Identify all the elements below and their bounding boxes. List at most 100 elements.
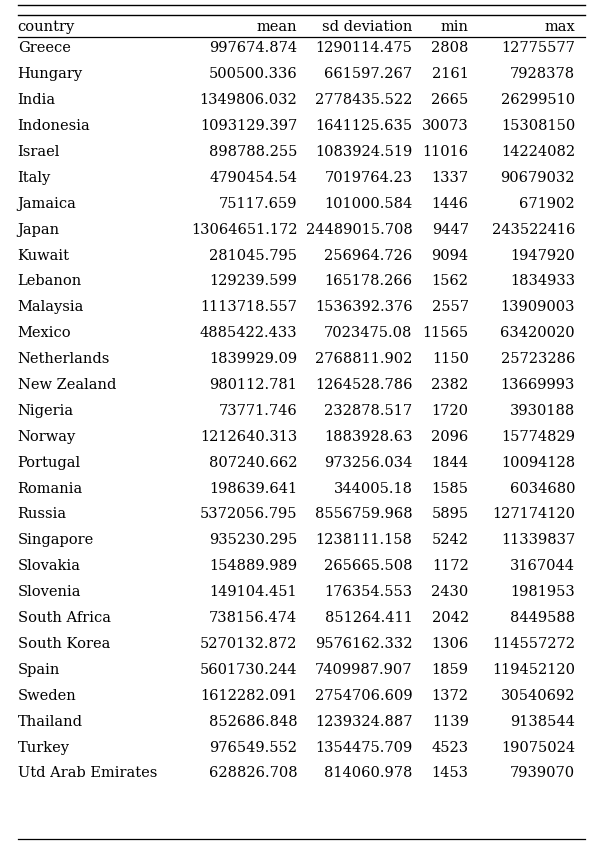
Text: 15774829: 15774829 — [501, 430, 575, 444]
Text: sd deviation: sd deviation — [322, 20, 413, 34]
Text: Thailand: Thailand — [18, 715, 83, 728]
Text: 30073: 30073 — [422, 119, 469, 133]
Text: 14224082: 14224082 — [501, 145, 575, 159]
Text: 1536392.376: 1536392.376 — [315, 301, 413, 314]
Text: 127174120: 127174120 — [492, 508, 575, 521]
Text: Spain: Spain — [18, 663, 60, 677]
Text: Japan: Japan — [18, 222, 60, 237]
Text: 852686.848: 852686.848 — [209, 715, 297, 728]
Text: 2808: 2808 — [431, 42, 469, 55]
Text: 2430: 2430 — [431, 585, 469, 599]
Text: Malaysia: Malaysia — [18, 301, 84, 314]
Text: country: country — [18, 20, 75, 34]
Text: 4523: 4523 — [431, 740, 469, 755]
Text: max: max — [544, 20, 575, 34]
Text: 973256.034: 973256.034 — [324, 456, 413, 469]
Text: 256964.726: 256964.726 — [324, 249, 413, 262]
Text: 13064651.172: 13064651.172 — [191, 222, 297, 237]
Text: 5242: 5242 — [431, 533, 469, 548]
Text: 1150: 1150 — [432, 352, 469, 366]
Text: 114557272: 114557272 — [492, 637, 575, 651]
Text: 997674.874: 997674.874 — [209, 42, 297, 55]
Text: Portugal: Portugal — [18, 456, 81, 469]
Text: 661597.267: 661597.267 — [324, 67, 413, 82]
Text: 1641125.635: 1641125.635 — [316, 119, 413, 133]
Text: 1349806.032: 1349806.032 — [200, 93, 297, 107]
Text: 7409987.907: 7409987.907 — [315, 663, 413, 677]
Text: 2557: 2557 — [431, 301, 469, 314]
Text: South Korea: South Korea — [18, 637, 110, 651]
Text: 11016: 11016 — [423, 145, 469, 159]
Text: 7939070: 7939070 — [510, 767, 575, 780]
Text: 980112.781: 980112.781 — [209, 378, 297, 392]
Text: 11565: 11565 — [423, 326, 469, 340]
Text: 281045.795: 281045.795 — [209, 249, 297, 262]
Text: 5601730.244: 5601730.244 — [200, 663, 297, 677]
Text: 15308150: 15308150 — [501, 119, 575, 133]
Text: Turkey: Turkey — [18, 740, 70, 755]
Text: 1290114.475: 1290114.475 — [316, 42, 413, 55]
Text: 7928378: 7928378 — [510, 67, 575, 82]
Text: 807240.662: 807240.662 — [209, 456, 297, 469]
Text: 2754706.609: 2754706.609 — [315, 689, 413, 703]
Text: mean: mean — [256, 20, 297, 34]
Text: 1562: 1562 — [431, 274, 469, 289]
Text: 344005.18: 344005.18 — [333, 481, 413, 496]
Text: 243522416: 243522416 — [492, 222, 575, 237]
Text: 1172: 1172 — [432, 559, 469, 573]
Text: 119452120: 119452120 — [492, 663, 575, 677]
Text: Singapore: Singapore — [18, 533, 94, 548]
Text: 1844: 1844 — [431, 456, 469, 469]
Text: 9094: 9094 — [431, 249, 469, 262]
Text: 1839929.09: 1839929.09 — [209, 352, 297, 366]
Text: 1337: 1337 — [431, 171, 469, 185]
Text: Hungary: Hungary — [18, 67, 83, 82]
Text: Slovakia: Slovakia — [18, 559, 81, 573]
Text: 10094128: 10094128 — [501, 456, 575, 469]
Text: Mexico: Mexico — [18, 326, 72, 340]
Text: 9447: 9447 — [431, 222, 469, 237]
Text: 8449588: 8449588 — [510, 611, 575, 625]
Text: Utd Arab Emirates: Utd Arab Emirates — [18, 767, 157, 780]
Text: 5372056.795: 5372056.795 — [200, 508, 297, 521]
Text: Russia: Russia — [18, 508, 67, 521]
Text: 3167044: 3167044 — [510, 559, 575, 573]
Text: India: India — [18, 93, 56, 107]
Text: Netherlands: Netherlands — [18, 352, 110, 366]
Text: Nigeria: Nigeria — [18, 404, 74, 418]
Text: Israel: Israel — [18, 145, 60, 159]
Text: Lebanon: Lebanon — [18, 274, 82, 289]
Text: 935230.295: 935230.295 — [209, 533, 297, 548]
Text: 7023475.08: 7023475.08 — [324, 326, 413, 340]
Text: Italy: Italy — [18, 171, 51, 185]
Text: 814060.978: 814060.978 — [324, 767, 413, 780]
Text: 19075024: 19075024 — [501, 740, 575, 755]
Text: 30540692: 30540692 — [501, 689, 575, 703]
Text: 12775577: 12775577 — [501, 42, 575, 55]
Text: Greece: Greece — [18, 42, 70, 55]
Text: 1093129.397: 1093129.397 — [200, 119, 297, 133]
Text: 129239.599: 129239.599 — [209, 274, 297, 289]
Text: 1612282.091: 1612282.091 — [200, 689, 297, 703]
Text: 6034680: 6034680 — [509, 481, 575, 496]
Text: 11339837: 11339837 — [501, 533, 575, 548]
Text: Indonesia: Indonesia — [18, 119, 90, 133]
Text: New Zealand: New Zealand — [18, 378, 116, 392]
Text: 9576162.332: 9576162.332 — [315, 637, 413, 651]
Text: 628826.708: 628826.708 — [209, 767, 297, 780]
Text: 154889.989: 154889.989 — [209, 559, 297, 573]
Text: 198639.641: 198639.641 — [209, 481, 297, 496]
Text: Romania: Romania — [18, 481, 83, 496]
Text: 5270132.872: 5270132.872 — [200, 637, 297, 651]
Text: 7019764.23: 7019764.23 — [324, 171, 413, 185]
Text: 1264528.786: 1264528.786 — [315, 378, 413, 392]
Text: 1113718.557: 1113718.557 — [200, 301, 297, 314]
Text: 1883928.63: 1883928.63 — [324, 430, 413, 444]
Text: 75117.659: 75117.659 — [219, 197, 297, 211]
Text: Slovenia: Slovenia — [18, 585, 81, 599]
Text: 898788.255: 898788.255 — [209, 145, 297, 159]
Text: 2161: 2161 — [432, 67, 469, 82]
Text: 3930188: 3930188 — [510, 404, 575, 418]
Text: 2768811.902: 2768811.902 — [315, 352, 413, 366]
Text: South Africa: South Africa — [18, 611, 111, 625]
